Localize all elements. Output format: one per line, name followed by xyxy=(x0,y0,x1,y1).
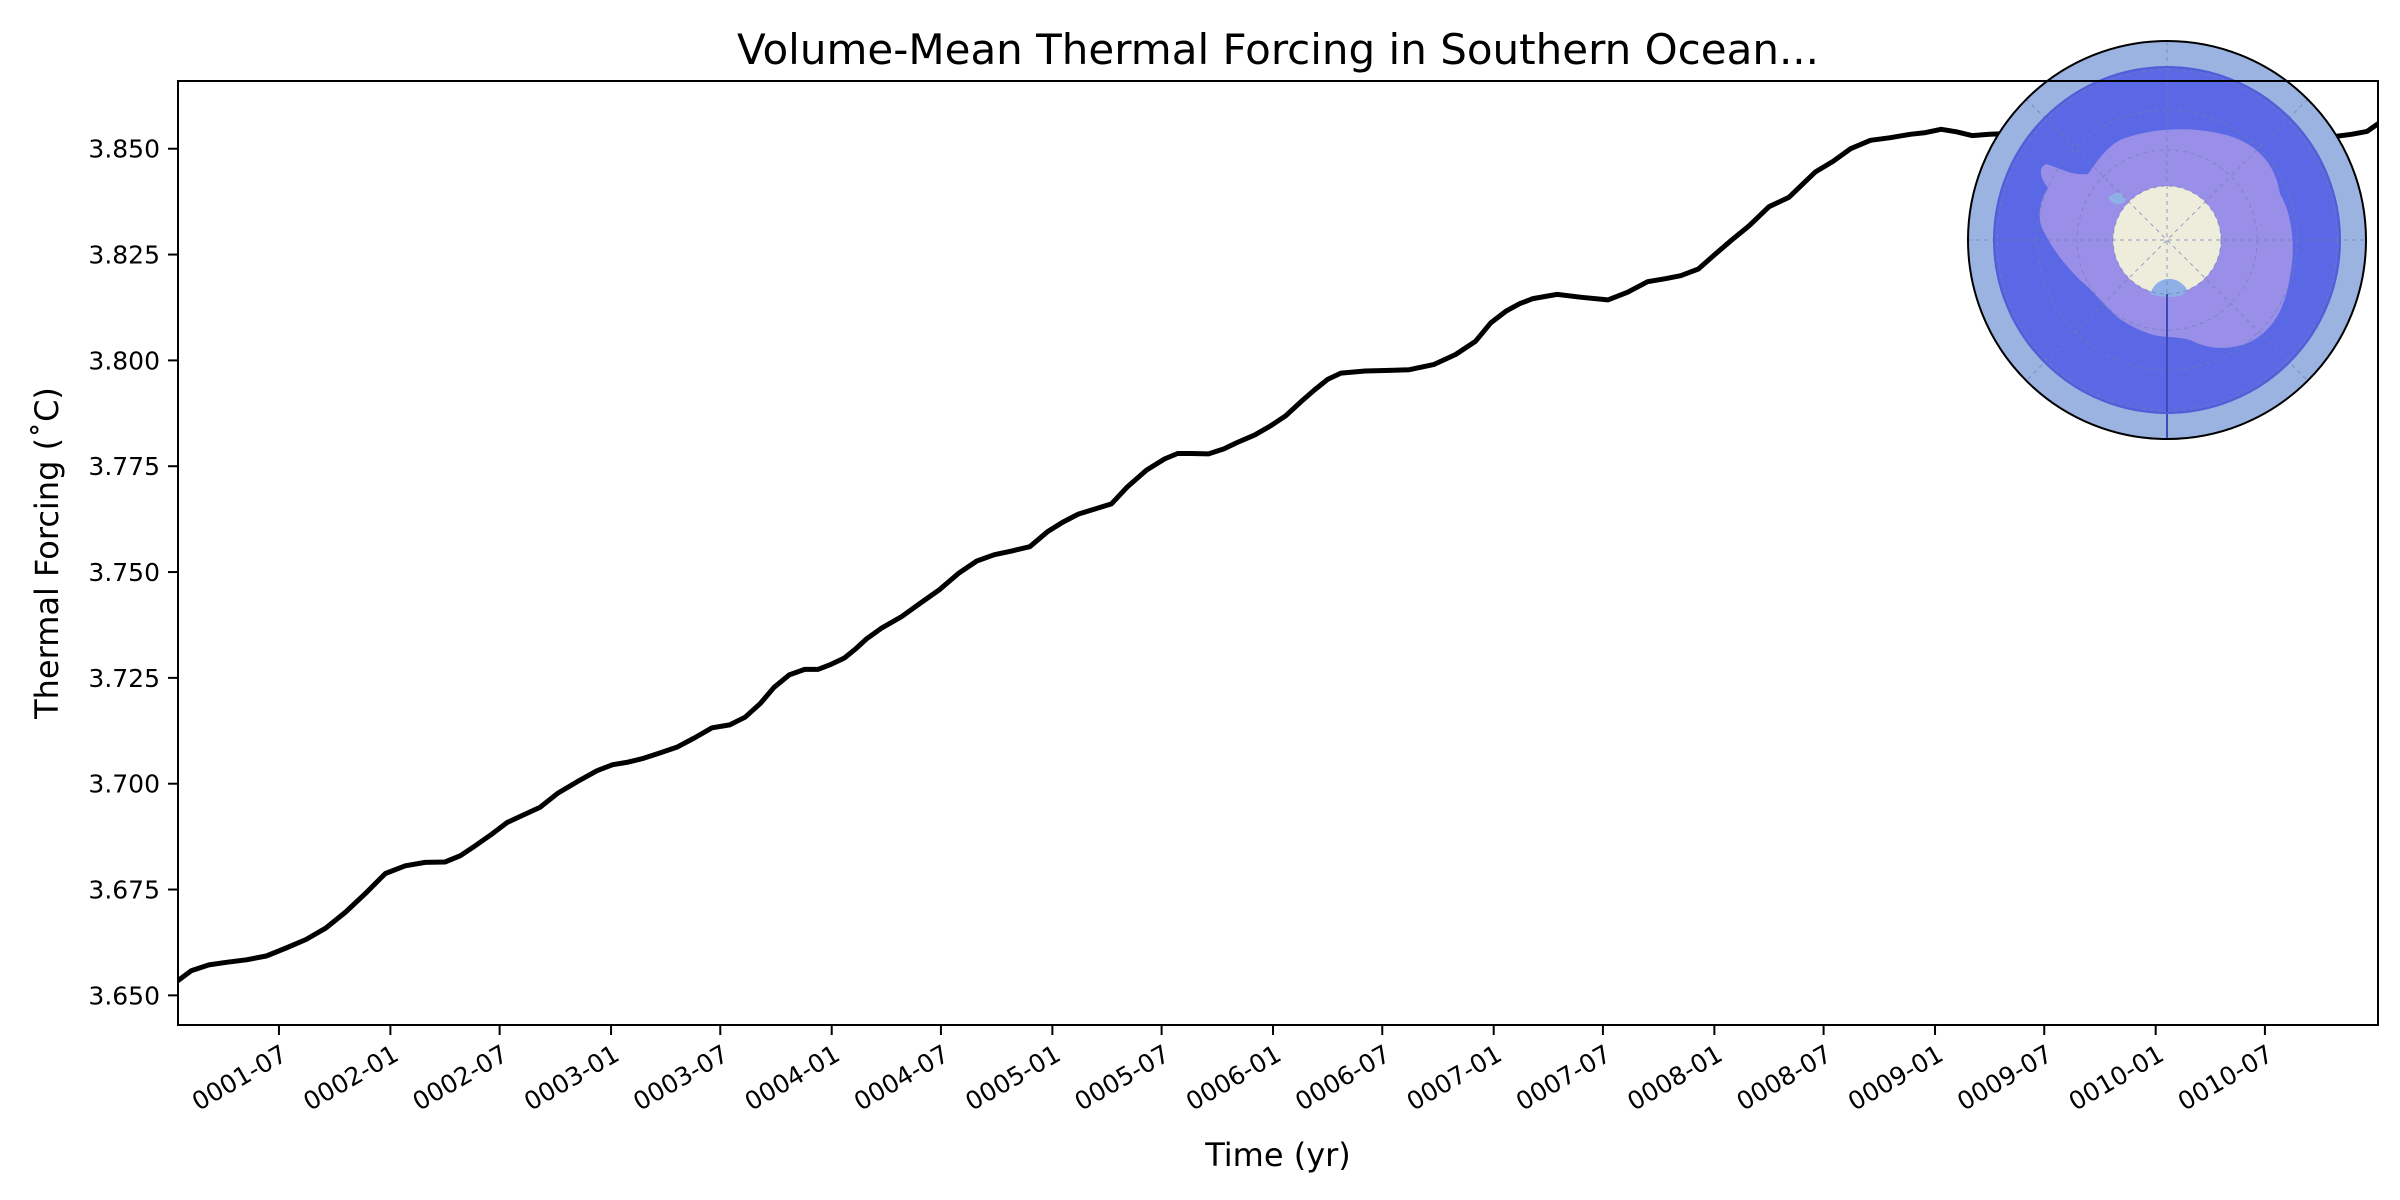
inset-frame xyxy=(1967,40,2367,440)
inset-ross-sea xyxy=(2150,278,2187,297)
y-tick-label: 3.825 xyxy=(88,241,160,270)
x-axis-label: Time (yr) xyxy=(1204,1136,1351,1174)
series-line-0 xyxy=(178,121,2378,984)
y-tick-label: 3.725 xyxy=(88,664,160,693)
y-tick-label: 3.675 xyxy=(88,876,160,905)
series-layer xyxy=(178,121,2378,984)
y-axis-label: Thermal Forcing (˚C) xyxy=(28,387,66,720)
y-tick-label: 3.650 xyxy=(88,981,160,1010)
y-tick-label: 3.750 xyxy=(88,558,160,587)
inset-map xyxy=(1967,40,2367,440)
y-axis: 3.650 3.675 3.700 3.725 3.750 3.775 3.800 3.825… xyxy=(88,135,178,1010)
y-tick-label: 3.700 xyxy=(88,770,160,799)
plot-frame xyxy=(177,80,2379,1026)
inset-weddell-sea xyxy=(2108,192,2126,205)
y-tick-label: 3.850 xyxy=(88,135,160,164)
chart-title: Volume-Mean Thermal Forcing in Southern … xyxy=(737,25,1819,74)
y-tick-label: 3.775 xyxy=(88,452,160,481)
inset-region-outline xyxy=(1993,66,2341,414)
y-tick-label: 3.800 xyxy=(88,346,160,375)
